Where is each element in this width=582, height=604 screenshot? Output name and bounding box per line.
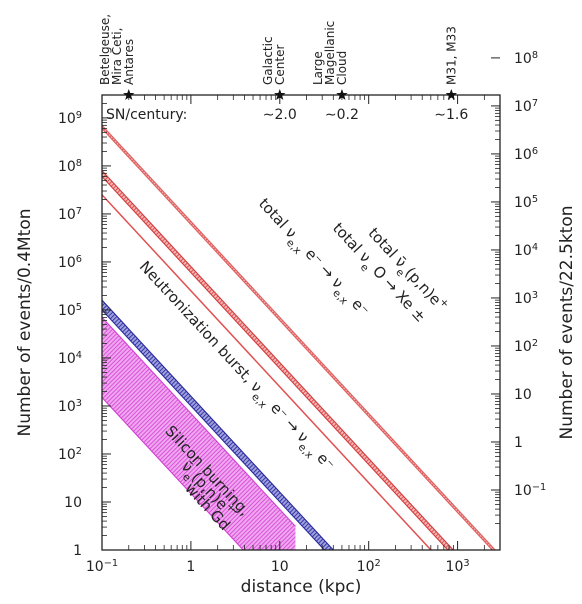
series-band-4	[102, 317, 296, 550]
marker-label-3-0: M31, M33	[444, 26, 458, 85]
y-left-tick-label-8: 108	[58, 157, 82, 175]
series-lower-edge-3	[102, 309, 326, 550]
y-right-tick-label-9: 108	[514, 49, 538, 67]
marker-label-0-1: Mira Ceti,	[110, 28, 124, 85]
x-tick-label-1: 1	[186, 559, 195, 575]
marker-star-3	[445, 89, 458, 100]
series-lower-edge-0	[102, 128, 494, 550]
marker-label-1-0: Galactic	[261, 36, 275, 85]
x-tick-label-3: 102	[357, 558, 381, 576]
series-line-2	[102, 194, 432, 550]
series-upper-edge-0	[102, 124, 496, 550]
sn-rate-label: SN/century:	[106, 107, 187, 123]
y-right-tick-label-6: 105	[514, 193, 538, 211]
y-left-tick-label-7: 107	[58, 205, 82, 223]
plot-frame	[101, 94, 501, 551]
marker-label-2-1: Magellanic	[323, 21, 337, 85]
series-lower-edge-4	[102, 397, 244, 550]
series-upper-edge-1	[102, 170, 455, 550]
marker-star-1	[274, 89, 286, 100]
y-right-tick-label-3: 102	[514, 337, 538, 355]
y-right-tick-label-5: 104	[514, 241, 538, 259]
y-left-tick-label-6: 106	[58, 253, 82, 271]
y-right-tick-label-0: 10−1	[514, 481, 546, 499]
x-tick-label-2: 10	[271, 559, 289, 575]
y-right-tick-label-2: 10	[514, 387, 532, 403]
y-left-tick-label-4: 104	[58, 349, 82, 367]
marker-star-0	[123, 89, 135, 100]
series-upper-edge-3	[102, 299, 334, 550]
y-axis-label-right: Number of events/22.5kton	[557, 205, 577, 439]
marker-label-2-2: Cloud	[335, 51, 349, 85]
y-right-tick-label-1: 1	[514, 435, 523, 451]
marker-label-0-0: Betelgeuse,	[98, 14, 112, 85]
marker-label-2-0: Large	[311, 51, 325, 85]
y-left-tick-label-3: 103	[58, 397, 82, 415]
y-left-tick-label-2: 102	[58, 445, 82, 463]
sn-rate-value-1: ∼0.2	[325, 107, 359, 123]
y-left-tick-label-5: 105	[58, 301, 82, 319]
series-lower-edge-1	[102, 176, 449, 550]
marker-star-2	[336, 89, 348, 100]
series-upper-edge-4	[102, 317, 296, 527]
sn-rate-value-0: ∼2.0	[263, 107, 297, 123]
x-tick-label-4: 103	[446, 558, 470, 576]
sn-rate-value-2: ∼1.6	[434, 107, 468, 123]
y-axis-label-left: Number of events/0.4Mton	[15, 208, 35, 436]
curve-label-2: total νe,x e⁻ → νe,x e⁻	[251, 195, 372, 323]
y-left-tick-label-9: 109	[58, 109, 82, 127]
y-right-tick-label-7: 106	[514, 145, 538, 163]
marker-label-0-2: Antares	[122, 39, 136, 85]
y-right-tick-label-8: 107	[514, 97, 538, 115]
y-right-tick-label-4: 103	[514, 289, 538, 307]
x-tick-label-0: 10−1	[86, 558, 118, 576]
y-left-tick-label-1: 10	[64, 495, 82, 511]
x-axis-label: distance (kpc)	[241, 577, 362, 597]
y-left-tick-label-0: 1	[73, 543, 82, 559]
marker-label-1-1: Center	[273, 45, 287, 85]
